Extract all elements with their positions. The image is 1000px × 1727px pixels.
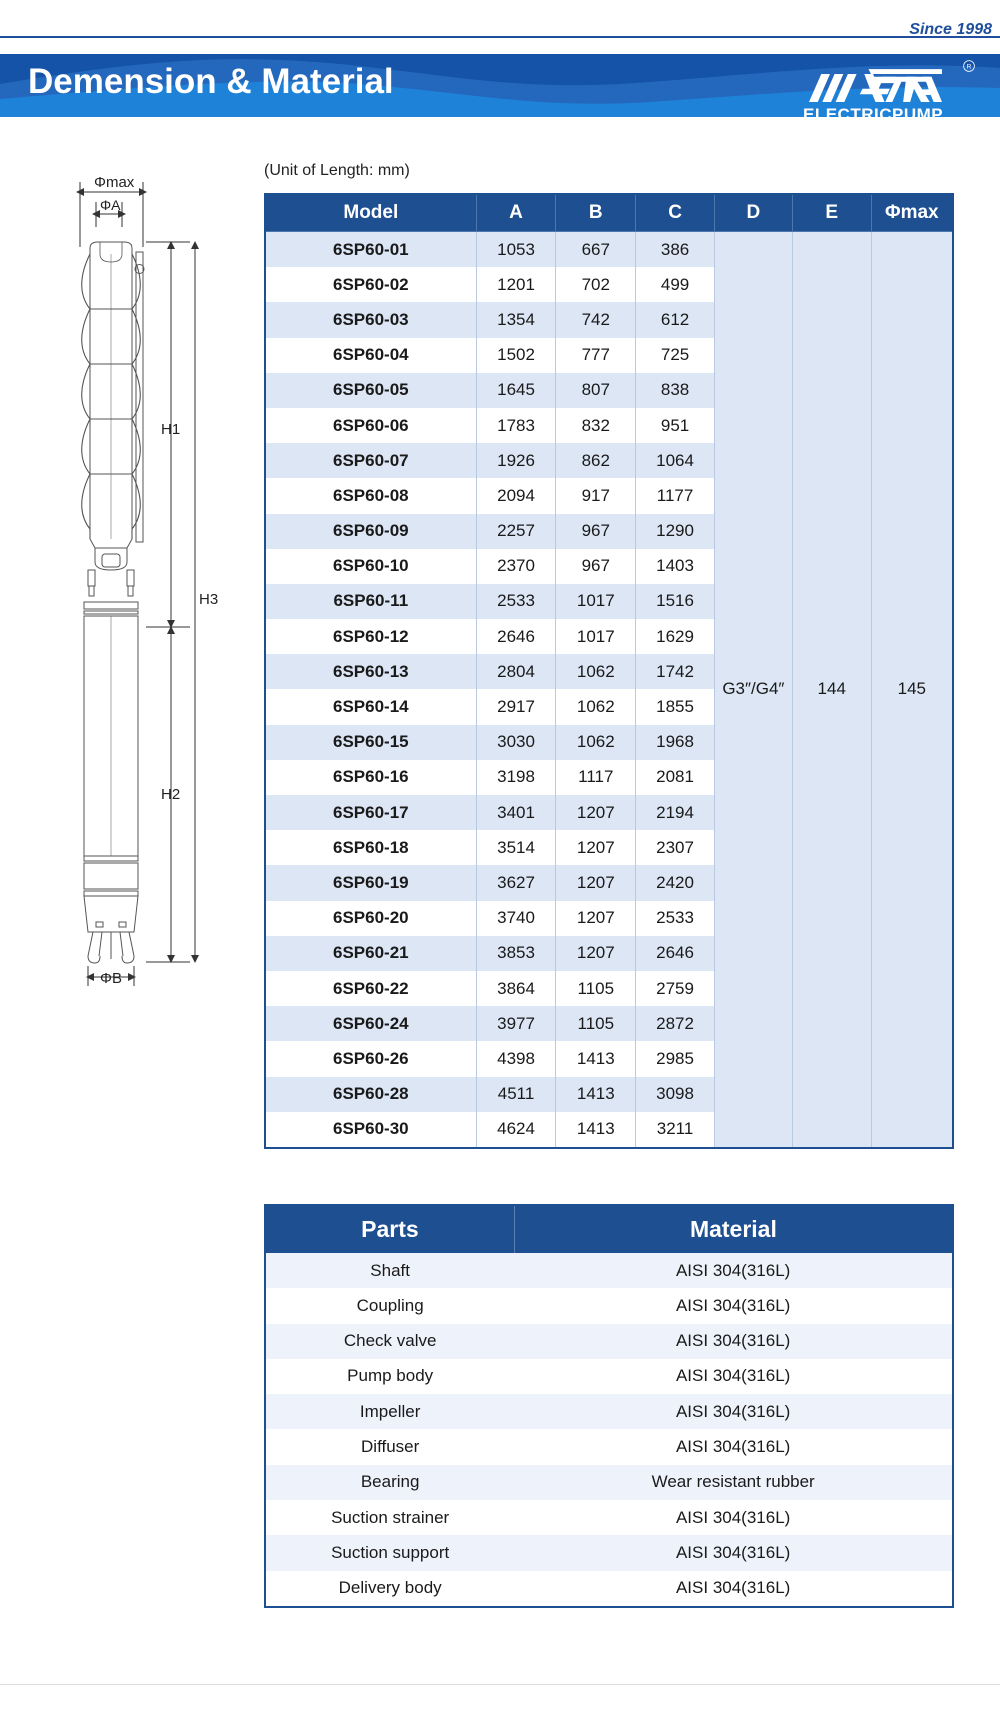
svg-text:H1: H1 — [161, 421, 180, 438]
svg-text:H2: H2 — [161, 786, 180, 803]
svg-text:R: R — [967, 63, 972, 70]
svg-text:Φmax: Φmax — [94, 174, 135, 191]
svg-text:H3: H3 — [199, 591, 218, 608]
svg-text:ΦA: ΦA — [100, 197, 121, 213]
svg-text:ΦB: ΦB — [100, 970, 122, 987]
